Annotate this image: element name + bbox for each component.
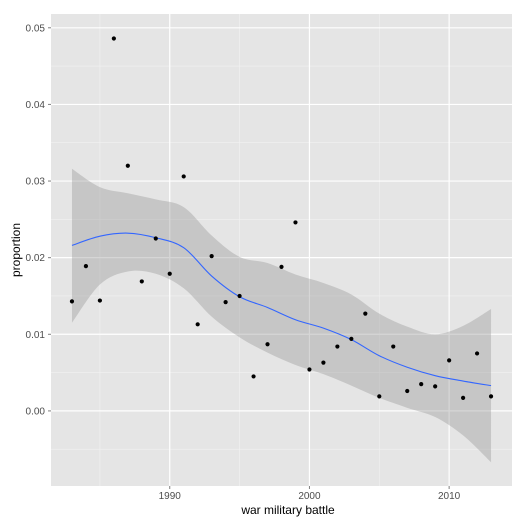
data-point	[321, 360, 326, 365]
data-point	[363, 311, 368, 316]
major-gridlines	[51, 14, 512, 486]
data-point	[69, 299, 75, 304]
data-point	[488, 394, 494, 399]
y-tick-label: 0.03	[26, 177, 46, 188]
data-point	[167, 271, 172, 276]
data-point	[279, 264, 284, 269]
x-tick-label: 1990	[159, 491, 182, 502]
data-point	[391, 344, 396, 349]
smooth-line-layer	[71, 232, 492, 387]
y-tick-label: 0.04	[26, 100, 46, 111]
data-point	[195, 322, 200, 327]
data-point	[474, 351, 480, 356]
data-point	[405, 388, 410, 394]
y-tick-label: 0.02	[26, 253, 46, 264]
data-point	[251, 374, 256, 379]
plot-panel	[51, 14, 512, 486]
y-tick-label: 0.05	[26, 23, 46, 34]
data-point	[125, 163, 130, 168]
data-point	[97, 298, 102, 303]
data-point	[139, 279, 144, 284]
data-point	[181, 174, 186, 179]
y-axis-ticks: 0.00 0.01 0.02 0.03 0.04 0.05	[26, 23, 51, 417]
data-point	[307, 367, 312, 372]
data-point	[447, 358, 452, 363]
y-tick-label: 0.01	[26, 330, 46, 341]
data-point	[349, 336, 354, 341]
data-point	[209, 254, 214, 259]
x-axis-title: war military battle	[240, 503, 335, 517]
y-tick-label: 0.00	[26, 406, 46, 417]
data-point	[433, 384, 438, 389]
minor-gridlines	[51, 14, 512, 486]
data-point	[377, 394, 382, 399]
data-point	[265, 342, 270, 347]
points-layer	[69, 36, 494, 400]
y-axis-title: proportion	[9, 223, 23, 277]
data-point	[419, 381, 424, 387]
confidence-band	[71, 168, 492, 463]
data-point	[111, 36, 116, 41]
x-tick-label: 2000	[298, 491, 321, 502]
confidence-band-layer	[71, 168, 492, 463]
data-point	[223, 300, 228, 305]
x-tick-label: 2010	[438, 491, 461, 502]
data-point	[237, 293, 242, 299]
smooth-line	[71, 232, 492, 387]
data-point	[461, 395, 466, 400]
x-axis-ticks: 1990 2000 2010	[159, 486, 461, 502]
data-point	[335, 344, 340, 349]
data-point	[293, 220, 298, 225]
data-point	[83, 263, 89, 269]
data-point	[153, 236, 158, 241]
